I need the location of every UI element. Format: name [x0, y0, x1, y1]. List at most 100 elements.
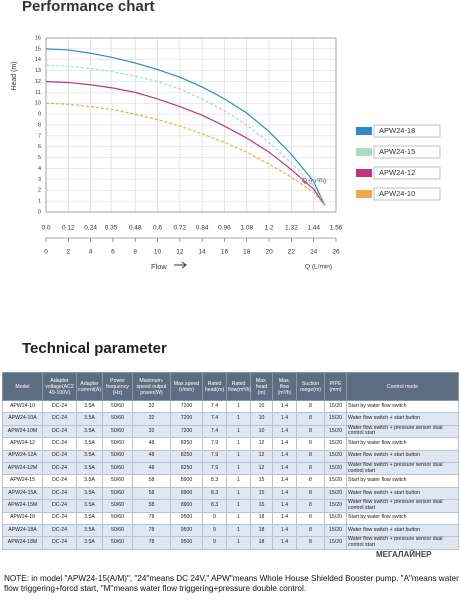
table-row: APW24-18M DC-24 3.5A 50/60 78 9500 9 1 18 1.4 8 15/…: [2, 536, 459, 550]
column-header: Power frequency (Hz): [102, 372, 133, 401]
table-cell: 78: [132, 536, 171, 550]
table-cell: 8: [296, 399, 325, 414]
legend-label: APW24-15: [379, 147, 415, 156]
table-cell: 1.4: [272, 499, 297, 513]
table-cell: 8: [296, 424, 325, 439]
y-tick-label: 14: [35, 57, 41, 63]
table-cell: 58: [132, 486, 171, 501]
table-cell: 12: [250, 437, 273, 451]
note: NOTE: in model "APW24-15(A/M)", "24"mean…: [4, 574, 459, 593]
x2-tick-label: 14: [199, 249, 207, 256]
y-tick-label: 3: [38, 177, 41, 183]
table-cell: 3.5A: [76, 412, 103, 426]
table-cell: 8: [296, 449, 325, 463]
table-cell: 32: [132, 424, 171, 439]
x-tick-label: 0.0: [41, 225, 50, 232]
flow-arrow: [174, 261, 187, 269]
table-cell: 3.5A: [76, 486, 103, 501]
table-cell: 50/60: [102, 449, 133, 463]
table-cell: 78: [132, 523, 171, 538]
plot-frame: [45, 37, 337, 213]
y-tick-label: 0: [38, 209, 41, 215]
x-tick-label: 0.48: [129, 225, 142, 232]
table-cell: 3.5A: [76, 449, 103, 463]
legend-swatch: [356, 190, 372, 198]
table-row: APW24-10M DC-24 3.5A 50/60 32 7200 7.4 1 10 1.4 8 1…: [2, 424, 459, 439]
table-cell: APW24-15M: [2, 499, 43, 513]
legend-box: [373, 187, 441, 201]
table-cell: 50/60: [102, 437, 133, 451]
column-header: Adapter voltage(AC2 40-100V): [42, 372, 77, 401]
table-cell: Start by water flow switch: [346, 437, 459, 451]
table-cell: 7.4: [202, 399, 227, 414]
table-cell: 9500: [170, 523, 203, 538]
table-cell: 50/60: [102, 412, 133, 426]
table-cell: 7.4: [202, 424, 227, 439]
table-cell: 8.3: [202, 474, 227, 488]
table-cell: 3.5A: [76, 399, 103, 414]
table-cell: 8900: [170, 499, 203, 513]
table-cell: 15/20: [324, 412, 347, 426]
table-cell: APW24-12M: [2, 461, 43, 476]
table-cell: 1: [226, 437, 251, 451]
y-tick-label: 6: [38, 144, 41, 150]
table-cell: 3.5A: [76, 536, 103, 550]
table-cell: 1.4: [272, 511, 297, 525]
table-cell: 15/20: [324, 449, 347, 463]
table-cell: 15/20: [324, 536, 347, 550]
table-cell: APW24-18A: [2, 523, 43, 538]
y-tick-label: 16: [35, 35, 41, 41]
x2-tick-label: 4: [89, 249, 93, 256]
table-row: APW24-12 DC-24 3.5A 50/60 48 8250 7.9 1 12 1.4 8 15…: [2, 437, 459, 451]
table-cell: APW24-10A: [2, 412, 43, 426]
table-cell: 8: [296, 499, 325, 513]
table-cell: 7.9: [202, 437, 227, 451]
table-cell: 18: [250, 511, 273, 525]
table-cell: APW24-12: [2, 437, 43, 451]
table-cell: DC-24: [42, 424, 77, 439]
table-cell: Water flow switch + start button: [346, 449, 459, 463]
x2-tick-label: 20: [265, 249, 273, 256]
table-cell: APW24-15A: [2, 486, 43, 501]
table-row: APW24-18 DC-24 3.5A 50/60 78 9500 9 1 18 1.4 8 15/2…: [2, 511, 459, 525]
table-cell: 8: [296, 511, 325, 525]
table-cell: DC-24: [42, 412, 77, 426]
table-cell: 7200: [170, 399, 203, 414]
table-cell: 48: [132, 437, 171, 451]
legend-swatch: [356, 148, 372, 156]
table-cell: 1: [226, 412, 251, 426]
table-cell: 1: [226, 449, 251, 463]
table-cell: 1.4: [272, 523, 297, 538]
table-cell: 7200: [170, 412, 203, 426]
table-cell: APW24-10: [2, 399, 43, 414]
x-tick-label: 0.24: [84, 225, 97, 232]
table-cell: 1.4: [272, 486, 297, 501]
column-header: Rated flow(m³/h): [226, 372, 251, 401]
table-cell: DC-24: [42, 486, 77, 501]
table-cell: 9500: [170, 536, 203, 550]
table-cell: Start by water flow switch: [346, 474, 459, 488]
column-header: Adapter current(A): [76, 372, 103, 401]
x2-tick-label: 8: [133, 249, 137, 256]
x-tick-label: 1.08: [240, 225, 253, 232]
table-cell: 15: [250, 474, 273, 488]
x-tick-label: 1.32: [285, 225, 298, 232]
legend-label: APW24-18: [379, 126, 415, 135]
legend-label: APW24-12: [379, 168, 415, 177]
table-cell: 8: [296, 486, 325, 501]
y-tick-label: 13: [35, 68, 41, 74]
y-tick-label: 11: [35, 90, 41, 96]
table-cell: 8: [296, 474, 325, 488]
table-cell: 1.4: [272, 424, 297, 439]
table-cell: 32: [132, 399, 171, 414]
table-cell: 8: [296, 536, 325, 550]
legend-swatch: [356, 169, 372, 177]
table-cell: APW24-15: [2, 474, 43, 488]
x-tick-label: 0.84: [196, 225, 209, 232]
chart-title: Performance chart: [22, 0, 155, 15]
table-cell: 8250: [170, 449, 203, 463]
table-cell: 7.4: [202, 412, 227, 426]
table-cell: 50/60: [102, 474, 133, 488]
table-cell: 8250: [170, 461, 203, 476]
x-tick-label: 0.12: [62, 225, 75, 232]
